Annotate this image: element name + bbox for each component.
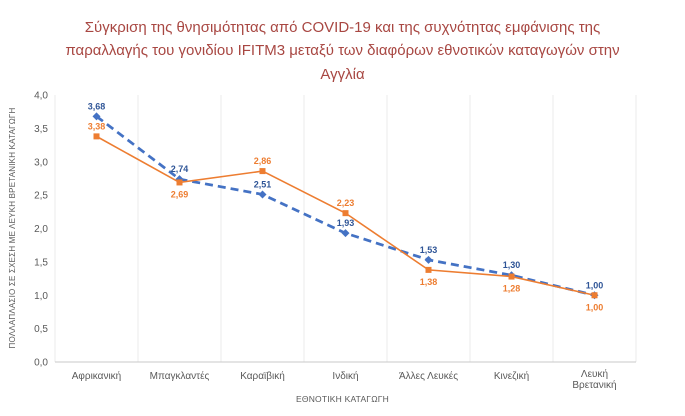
data-label: 1,28 bbox=[503, 284, 521, 294]
data-label: 2,23 bbox=[337, 198, 355, 208]
y-tick-label: 2,0 bbox=[34, 224, 48, 235]
data-label: 2,86 bbox=[254, 156, 272, 166]
data-point-marker bbox=[342, 210, 349, 217]
x-axis-title: ΕΘΝΟΤΙΚΗ ΚΑΤΑΓΩΓΗ bbox=[296, 394, 389, 404]
data-label: 2,69 bbox=[171, 189, 189, 199]
data-point-marker bbox=[591, 292, 598, 299]
data-label: 1,00 bbox=[586, 302, 604, 312]
category-label: Κινεζική bbox=[494, 370, 529, 382]
data-point-marker bbox=[176, 179, 183, 186]
y-tick-label: 3,5 bbox=[34, 124, 48, 135]
data-label: 1,53 bbox=[420, 245, 438, 255]
category-label: Μπαγκλαντές bbox=[150, 370, 210, 382]
y-tick-label: 0,0 bbox=[34, 358, 48, 369]
data-point-marker bbox=[424, 255, 433, 264]
data-label: 2,74 bbox=[171, 164, 189, 174]
data-label: 3,38 bbox=[88, 121, 106, 131]
data-label: 1,00 bbox=[586, 280, 604, 290]
category-label: Αφρικανική bbox=[72, 370, 122, 382]
category-label: Καραϊβική bbox=[240, 370, 285, 382]
data-point-marker bbox=[341, 229, 350, 238]
y-tick-label: 1,0 bbox=[34, 291, 48, 302]
data-point-marker bbox=[508, 273, 515, 280]
y-tick-label: 4,0 bbox=[34, 91, 48, 102]
data-point-marker bbox=[425, 266, 432, 273]
data-point-marker bbox=[93, 133, 100, 140]
y-axis-title: ΠΟΛΛΑΠΛΑΣΙΟ ΣΕ ΣΧΕΣΗ ΜΕ ΛΕΥΚΗ ΒΡΕΤΑΝΙΚΗ … bbox=[8, 107, 17, 349]
category-label: Ινδική bbox=[332, 370, 358, 382]
data-point-marker bbox=[258, 190, 267, 199]
y-tick-label: 2,5 bbox=[34, 191, 48, 202]
chart-title: Σύγκριση της θνησιμότητας από COVID-19 κ… bbox=[65, 19, 620, 83]
category-label: Λευκή Βρετανική bbox=[572, 368, 616, 391]
y-tick-label: 3,0 bbox=[34, 157, 48, 168]
y-tick-label: 0,5 bbox=[34, 324, 48, 335]
data-label: 1,30 bbox=[503, 260, 521, 270]
category-label: Άλλες Λευκές bbox=[399, 370, 458, 382]
data-point-marker bbox=[259, 168, 266, 175]
data-label: 2,51 bbox=[254, 179, 272, 189]
data-label: 1,93 bbox=[337, 218, 355, 228]
y-tick-label: 1,5 bbox=[34, 257, 48, 268]
data-label: 3,68 bbox=[88, 101, 106, 111]
data-label: 1,38 bbox=[420, 277, 438, 287]
data-point-marker bbox=[92, 112, 101, 121]
